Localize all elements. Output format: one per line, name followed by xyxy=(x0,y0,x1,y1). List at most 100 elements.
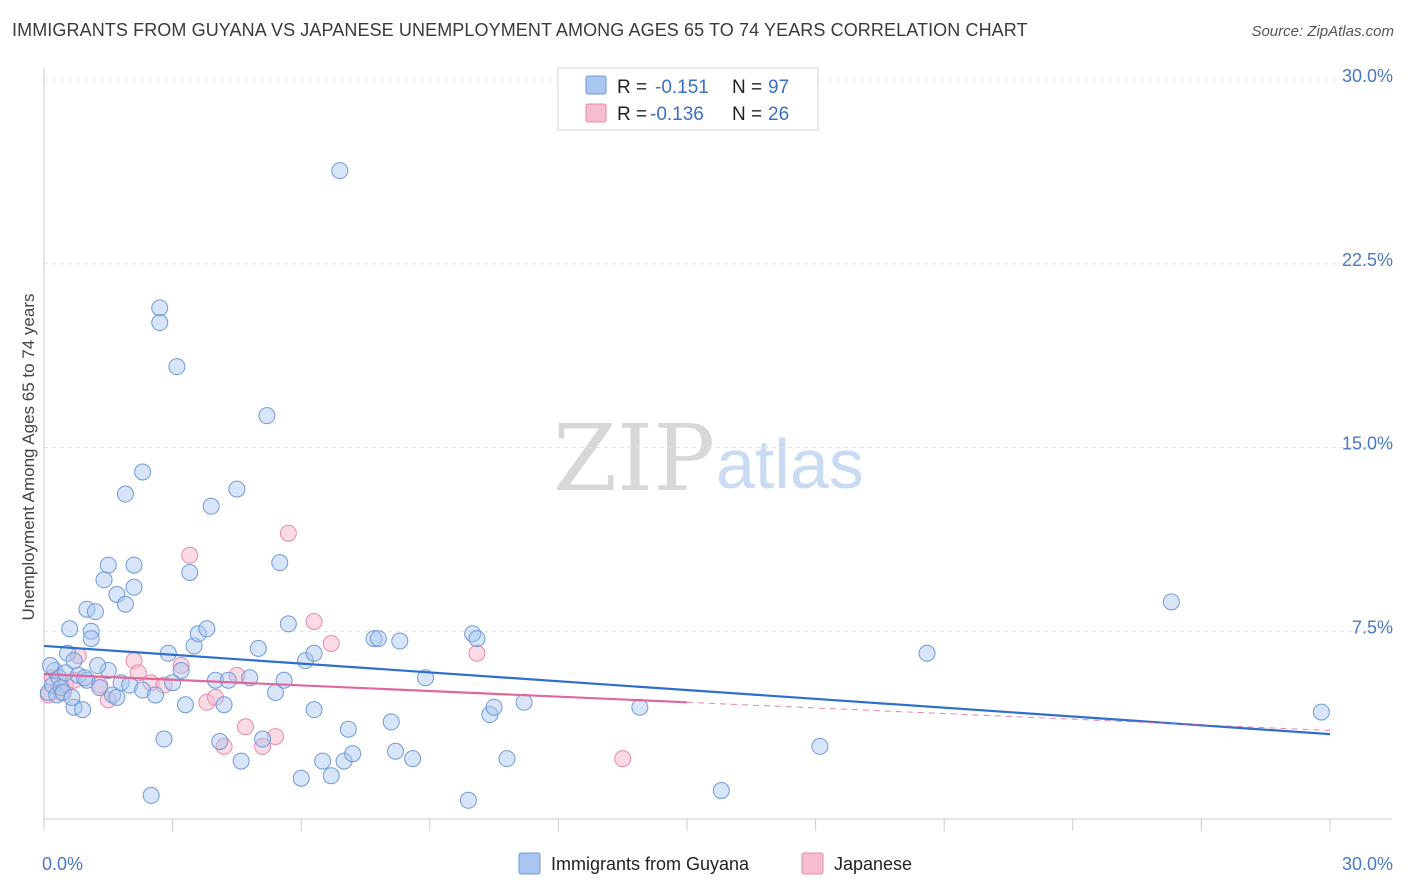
x-tick-label: 30.0% xyxy=(1342,854,1393,874)
data-point-guyana xyxy=(134,681,152,699)
data-point-japanese xyxy=(236,718,254,736)
data-point-guyana xyxy=(134,463,152,481)
data-point-guyana xyxy=(215,696,233,714)
data-point-guyana xyxy=(344,745,362,763)
data-point-guyana xyxy=(712,782,730,799)
legend-n-label-2: N = xyxy=(732,104,762,125)
legend-r-label-2: R = xyxy=(617,104,647,125)
data-point-japanese xyxy=(206,688,224,706)
data-point-guyana xyxy=(498,750,516,768)
data-point-guyana xyxy=(91,679,109,697)
x-tick-labels: 0.0% 30.0% xyxy=(42,854,1393,874)
legend-n-value-2: 26 xyxy=(768,104,789,125)
data-point-guyana xyxy=(314,752,332,770)
data-point-guyana xyxy=(241,669,259,687)
data-point-guyana xyxy=(219,671,237,689)
data-point-guyana xyxy=(198,620,216,638)
data-point-guyana xyxy=(382,713,400,731)
data-point-guyana xyxy=(258,407,276,425)
data-point-guyana xyxy=(95,571,113,589)
data-point-guyana xyxy=(125,556,143,574)
bottom-legend-swatch-guyana xyxy=(518,852,541,875)
series-japanese-points xyxy=(39,524,632,768)
y-tick-label: 30.0% xyxy=(1342,66,1393,86)
bottom-legend: Immigrants from Guyana Japanese xyxy=(518,852,912,875)
chart-title: IMMIGRANTS FROM GUYANA VS JAPANESE UNEMP… xyxy=(12,20,1028,40)
data-point-guyana xyxy=(305,701,323,719)
trend-lines xyxy=(43,644,1331,736)
bottom-legend-label-japanese: Japanese xyxy=(834,854,912,874)
data-point-guyana xyxy=(116,595,134,613)
data-point-guyana xyxy=(99,661,117,679)
data-point-guyana xyxy=(181,563,199,581)
data-point-guyana xyxy=(56,664,74,682)
data-point-guyana xyxy=(65,652,83,670)
data-point-guyana xyxy=(41,657,59,675)
data-point-guyana xyxy=(365,630,383,648)
data-point-guyana xyxy=(151,299,169,317)
data-point-guyana xyxy=(125,578,143,596)
data-point-guyana xyxy=(1312,703,1330,721)
data-point-guyana xyxy=(54,684,72,701)
legend-swatch-guyana xyxy=(585,75,607,95)
data-point-guyana xyxy=(86,603,104,621)
x-tick-label: 0.0% xyxy=(42,854,83,874)
data-point-guyana xyxy=(331,162,349,180)
y-axis-label: Unemployment Among Ages 65 to 74 years xyxy=(19,294,38,621)
data-point-guyana xyxy=(335,752,353,770)
bottom-legend-label-guyana: Immigrants from Guyana xyxy=(551,854,750,874)
data-point-guyana xyxy=(322,767,340,785)
data-point-guyana xyxy=(254,730,272,748)
y-tick-label: 15.0% xyxy=(1342,434,1393,454)
data-point-guyana xyxy=(82,622,100,640)
data-point-guyana xyxy=(116,485,134,503)
data-point-guyana xyxy=(811,737,829,755)
data-point-guyana xyxy=(108,586,126,603)
data-point-guyana xyxy=(918,644,936,662)
data-point-guyana xyxy=(63,688,81,706)
data-point-guyana xyxy=(228,480,246,498)
data-point-guyana xyxy=(202,497,220,515)
data-point-guyana xyxy=(82,630,100,648)
y-tick-label: 7.5% xyxy=(1352,617,1393,637)
legend-r-label-1: R = xyxy=(617,77,647,98)
data-point-guyana xyxy=(151,314,169,332)
data-point-guyana xyxy=(292,769,310,787)
data-point-guyana xyxy=(485,698,503,716)
data-point-japanese xyxy=(129,664,147,682)
data-point-japanese xyxy=(172,657,190,675)
data-point-guyana xyxy=(232,752,250,770)
data-point-guyana xyxy=(515,693,533,711)
data-point-guyana xyxy=(74,701,92,719)
data-point-guyana xyxy=(279,615,297,633)
legend-n-value-1: 97 xyxy=(768,77,789,98)
data-point-guyana xyxy=(211,733,229,750)
data-point-guyana xyxy=(305,644,323,662)
y-tick-labels: 7.5% 15.0% 22.5% 30.0% xyxy=(1342,66,1393,637)
data-point-guyana xyxy=(76,669,94,687)
data-point-guyana xyxy=(142,786,160,804)
data-point-guyana xyxy=(459,791,477,809)
data-point-guyana xyxy=(404,750,422,768)
data-point-japanese xyxy=(266,728,284,746)
data-point-guyana xyxy=(146,686,164,704)
data-point-japanese xyxy=(305,612,323,630)
data-point-guyana xyxy=(271,554,289,572)
data-point-guyana xyxy=(168,358,186,376)
watermark-zip: ZIP xyxy=(553,405,715,512)
legend-swatch-japanese xyxy=(585,103,607,123)
data-point-guyana xyxy=(417,669,435,687)
data-point-guyana xyxy=(108,688,126,706)
data-point-guyana xyxy=(155,730,173,748)
legend-n-label-1: N = xyxy=(732,77,762,98)
bottom-legend-swatch-japanese xyxy=(801,852,824,875)
trend-line-japanese-extension xyxy=(686,701,1331,731)
data-point-guyana xyxy=(176,696,194,714)
data-point-guyana xyxy=(249,639,267,657)
data-point-guyana xyxy=(369,630,387,648)
data-point-japanese xyxy=(181,546,199,564)
y-tick-label: 22.5% xyxy=(1342,250,1393,270)
data-point-guyana xyxy=(631,698,649,716)
data-point-guyana xyxy=(99,556,117,574)
